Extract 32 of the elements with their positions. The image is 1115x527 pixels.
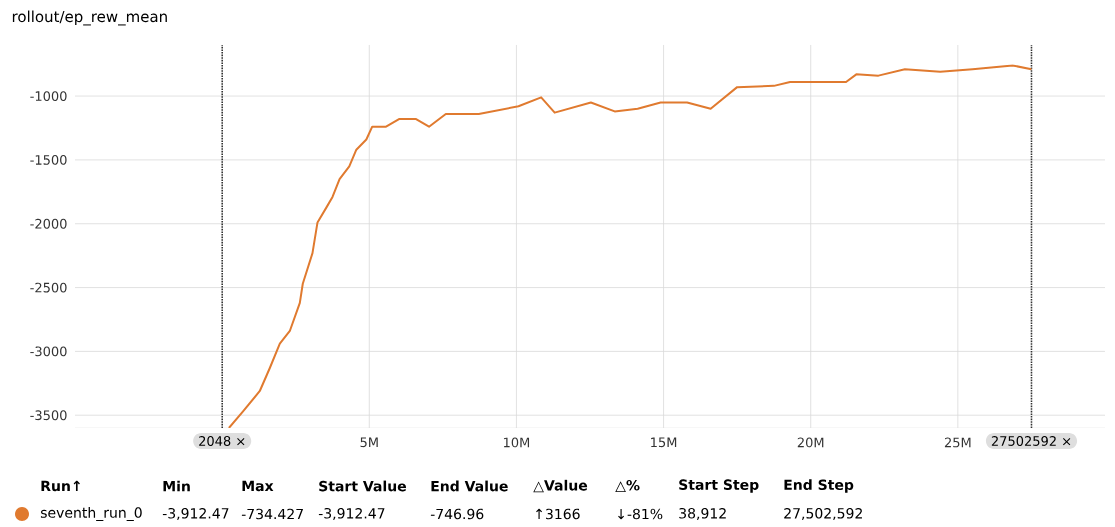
text: Start Step [679,479,759,493]
text: ↓-81% [618,508,663,520]
text: △% [615,479,640,493]
x-tick-label: 15M [651,437,677,448]
text: End Step [784,479,854,493]
legend-label: seventh_run_0 [40,507,142,521]
text: 38,912 [679,507,726,521]
text: Min [163,480,190,492]
x-tick-label: 20M [797,437,824,448]
text: 27,502,592 [784,507,862,521]
chart-title: rollout/ep_rew_mean [12,10,167,26]
ref-line-label: 2048 × [199,436,245,446]
text: -3,912.47 [318,507,385,521]
y-tick-label: -3500 [30,410,67,421]
text: -734.427 [241,508,303,520]
y-tick-label: -3000 [30,346,67,357]
x-tick-label: 25M [944,437,971,448]
text: ↑3166 [536,508,580,520]
text: -746.96 [430,508,484,520]
ref-line-label: 27502592 × [991,436,1071,446]
text: Start Value [319,480,407,492]
text: -3,912.47 [162,507,229,521]
text: Max [242,480,274,492]
text: Run↑ [41,480,80,492]
text: △Value [533,479,588,493]
x-tick-label: 10M [503,437,530,448]
x-tick-label: 5M [360,437,378,448]
y-tick-label: -1000 [30,91,67,101]
y-tick-label: -2500 [30,282,67,293]
y-tick-label: -1500 [30,154,67,165]
text: End Value [431,480,508,492]
y-tick-label: -2000 [30,218,67,229]
